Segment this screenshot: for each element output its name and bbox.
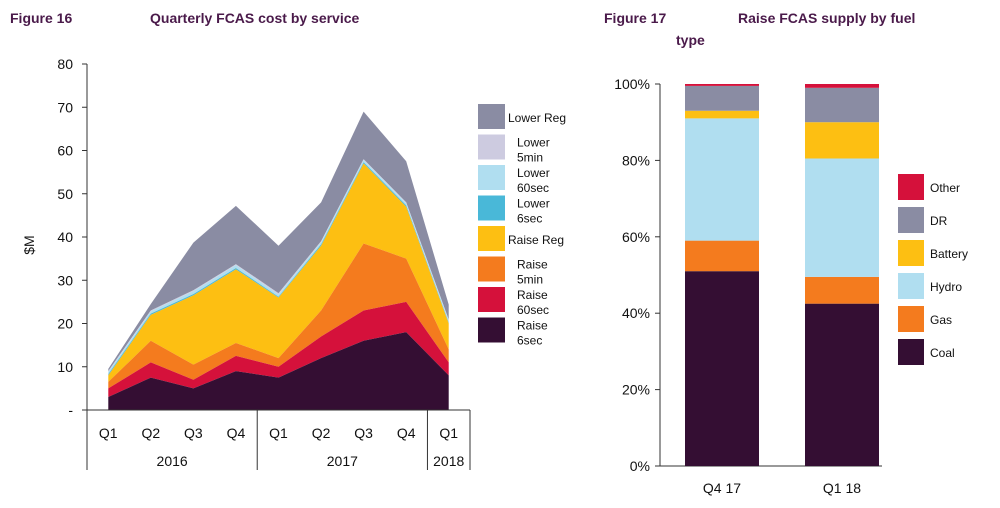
legend-swatch-raise-reg bbox=[478, 226, 505, 251]
bar-segment-battery bbox=[805, 122, 879, 159]
y-tick-label: 80 bbox=[57, 56, 73, 72]
bar-segment-dr bbox=[685, 85, 759, 111]
x-tick-label: Q1 18 bbox=[823, 480, 861, 496]
legend-label-raise-60sec: Raise 60sec bbox=[517, 288, 549, 317]
legend-label-hydro: Hydro bbox=[930, 280, 962, 294]
x-tick-label: Q3 bbox=[354, 425, 373, 441]
legend-swatch-dr bbox=[898, 207, 924, 233]
legend-swatch-lower-60sec bbox=[478, 165, 505, 190]
y-tick-label: - bbox=[68, 402, 73, 418]
figure-17-title: Raise FCAS supply by fuel bbox=[738, 10, 916, 26]
area-raise-reg bbox=[108, 163, 449, 382]
x-tick-label: Q2 bbox=[141, 425, 160, 441]
figure-16-label: Figure 16 bbox=[10, 10, 73, 26]
legend-label-gas: Gas bbox=[930, 313, 952, 327]
bar-segment-dr bbox=[805, 87, 879, 123]
x-group-label: 2017 bbox=[327, 453, 358, 469]
bar-segment-hydro bbox=[805, 158, 879, 277]
x-group-label: 2016 bbox=[157, 453, 188, 469]
legend-label-lower-reg: Lower Reg bbox=[508, 111, 566, 125]
bar-segment-gas bbox=[805, 276, 879, 304]
figure-16-title: Quarterly FCAS cost by service bbox=[150, 10, 360, 26]
legend-label-lower-6sec: Lower 6sec bbox=[517, 197, 550, 226]
bar-segment-other bbox=[805, 84, 879, 88]
legend-label-coal: Coal bbox=[930, 346, 955, 360]
y-tick-label: 0% bbox=[630, 458, 650, 474]
y-tick-label: 10 bbox=[57, 359, 73, 375]
fcas-supply-bar-chart: 100% 80% 60% 40% 20% 0% Q4 17 Q1 18 Other DR Batte… bbox=[614, 76, 968, 496]
bar-segment-coal bbox=[805, 303, 879, 466]
area-raise-5min bbox=[108, 243, 449, 389]
x-tick-label: Q2 bbox=[312, 425, 331, 441]
legend-swatch-battery bbox=[898, 240, 924, 266]
legend-label-battery: Battery bbox=[930, 247, 968, 261]
y-tick-label: 60% bbox=[622, 229, 650, 245]
legend-swatch-raise-60sec bbox=[478, 287, 505, 312]
legend-swatch-lower-6sec bbox=[478, 195, 505, 221]
bar-segment-coal bbox=[685, 271, 759, 466]
legend-swatch-raise-6sec bbox=[478, 317, 505, 343]
legend-swatch-raise-5min bbox=[478, 256, 505, 282]
bar-segment-other bbox=[685, 84, 759, 86]
legend-swatch-lower-5min bbox=[478, 134, 505, 160]
y-tick-label: 70 bbox=[57, 99, 73, 115]
x-tick-label: Q1 bbox=[269, 425, 288, 441]
legend-swatch-other bbox=[898, 174, 924, 200]
x-tick-label: Q3 bbox=[184, 425, 203, 441]
legend-label-raise-5min: Raise 5min bbox=[517, 258, 548, 287]
area-raise-60sec bbox=[108, 301, 449, 397]
legend-swatch-lower-reg bbox=[478, 104, 505, 129]
legend-label-other: Other bbox=[930, 181, 960, 195]
legend-label-raise-6sec: Raise 6sec bbox=[517, 319, 548, 348]
figure-17-label: Figure 17 bbox=[604, 10, 667, 26]
y-tick-label: 20 bbox=[57, 316, 73, 332]
area-raise-6sec bbox=[108, 332, 449, 410]
y-tick-label: 100% bbox=[614, 76, 650, 92]
y-tick-label: 30 bbox=[57, 272, 73, 288]
legend-swatch-coal bbox=[898, 339, 924, 365]
x-group-label: 2018 bbox=[433, 453, 464, 469]
bar-segment-hydro bbox=[685, 118, 759, 241]
bar-segment-gas bbox=[685, 240, 759, 272]
x-tick-label: Q4 bbox=[227, 425, 246, 441]
x-tick-label: Q1 bbox=[99, 425, 118, 441]
y-tick-label: 20% bbox=[622, 382, 650, 398]
legend-label-raise-reg: Raise Reg bbox=[508, 233, 564, 247]
legend-label-lower-60sec: Lower 60sec bbox=[517, 166, 550, 195]
x-tick-label: Q4 bbox=[397, 425, 416, 441]
y-tick-label: 50 bbox=[57, 186, 73, 202]
legend-label-lower-5min: Lower 5min bbox=[517, 136, 550, 165]
legend-label-dr: DR bbox=[930, 214, 948, 228]
y-tick-label: 40% bbox=[622, 305, 650, 321]
y-tick-label: 60 bbox=[57, 143, 73, 159]
legend-swatch-hydro bbox=[898, 273, 924, 299]
y-tick-label: 40 bbox=[57, 229, 73, 245]
y-axis-label: $M bbox=[21, 235, 37, 254]
figure-17-title-continued: type bbox=[676, 32, 705, 48]
legend-swatch-gas bbox=[898, 306, 924, 332]
x-tick-label: Q1 bbox=[439, 425, 458, 441]
fcas-cost-area-chart: 80 70 60 50 40 30 20 10 - $M Q1 Q2 Q3 Q4 Q1 Q2 Q3 Q4 Q1 201… bbox=[21, 56, 566, 470]
y-tick-label: 80% bbox=[622, 152, 650, 168]
x-tick-label: Q4 17 bbox=[703, 480, 741, 496]
bar-segment-battery bbox=[685, 110, 759, 119]
